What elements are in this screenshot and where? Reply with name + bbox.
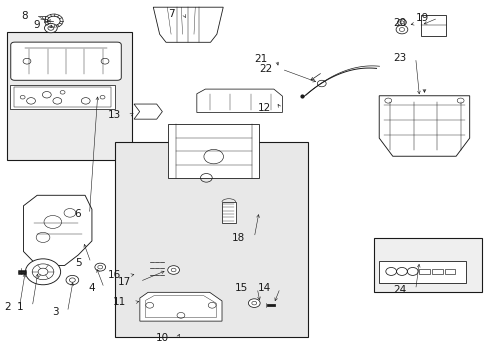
Circle shape (66, 275, 79, 285)
Text: 17: 17 (118, 276, 131, 287)
Text: 9: 9 (33, 20, 40, 30)
Text: 14: 14 (258, 283, 271, 293)
Circle shape (47, 16, 60, 26)
Bar (444, 269, 454, 274)
Bar (420, 15, 445, 36)
Bar (14, 87, 111, 107)
Text: 6: 6 (74, 209, 81, 219)
Bar (378, 261, 465, 283)
Polygon shape (196, 89, 282, 112)
Bar (418, 269, 429, 274)
Polygon shape (134, 104, 162, 119)
Text: 12: 12 (258, 103, 271, 113)
Text: 11: 11 (113, 297, 126, 307)
Text: 5: 5 (75, 258, 82, 268)
Text: 7: 7 (168, 9, 175, 19)
Text: 18: 18 (232, 233, 245, 243)
Polygon shape (153, 7, 223, 42)
Text: 4: 4 (88, 283, 95, 293)
Polygon shape (379, 96, 468, 156)
Circle shape (248, 299, 260, 307)
Bar (10, 85, 115, 109)
Text: 22: 22 (259, 64, 272, 74)
Circle shape (167, 266, 179, 274)
Text: 16: 16 (108, 270, 121, 280)
Circle shape (395, 25, 407, 34)
Bar (115, 142, 307, 337)
Text: 20: 20 (393, 18, 406, 28)
Text: 23: 23 (393, 53, 406, 63)
Bar (373, 238, 481, 292)
Polygon shape (23, 195, 92, 266)
Text: 13: 13 (108, 110, 121, 120)
Circle shape (95, 263, 105, 271)
Text: 8: 8 (21, 11, 28, 21)
Text: 3: 3 (52, 307, 59, 317)
Text: 15: 15 (235, 283, 248, 293)
Bar (7, 32, 132, 160)
FancyBboxPatch shape (11, 42, 121, 80)
Text: 19: 19 (415, 13, 428, 23)
Bar (431, 269, 442, 274)
Text: 1: 1 (17, 302, 23, 312)
Bar (222, 202, 235, 223)
Text: 10: 10 (155, 333, 168, 343)
Text: 24: 24 (393, 285, 406, 295)
Circle shape (44, 23, 57, 33)
Polygon shape (140, 292, 222, 321)
Text: 2: 2 (4, 302, 11, 312)
Text: 21: 21 (254, 54, 267, 64)
Circle shape (317, 80, 325, 87)
Circle shape (397, 19, 406, 26)
Bar (168, 124, 259, 178)
Circle shape (25, 259, 61, 285)
